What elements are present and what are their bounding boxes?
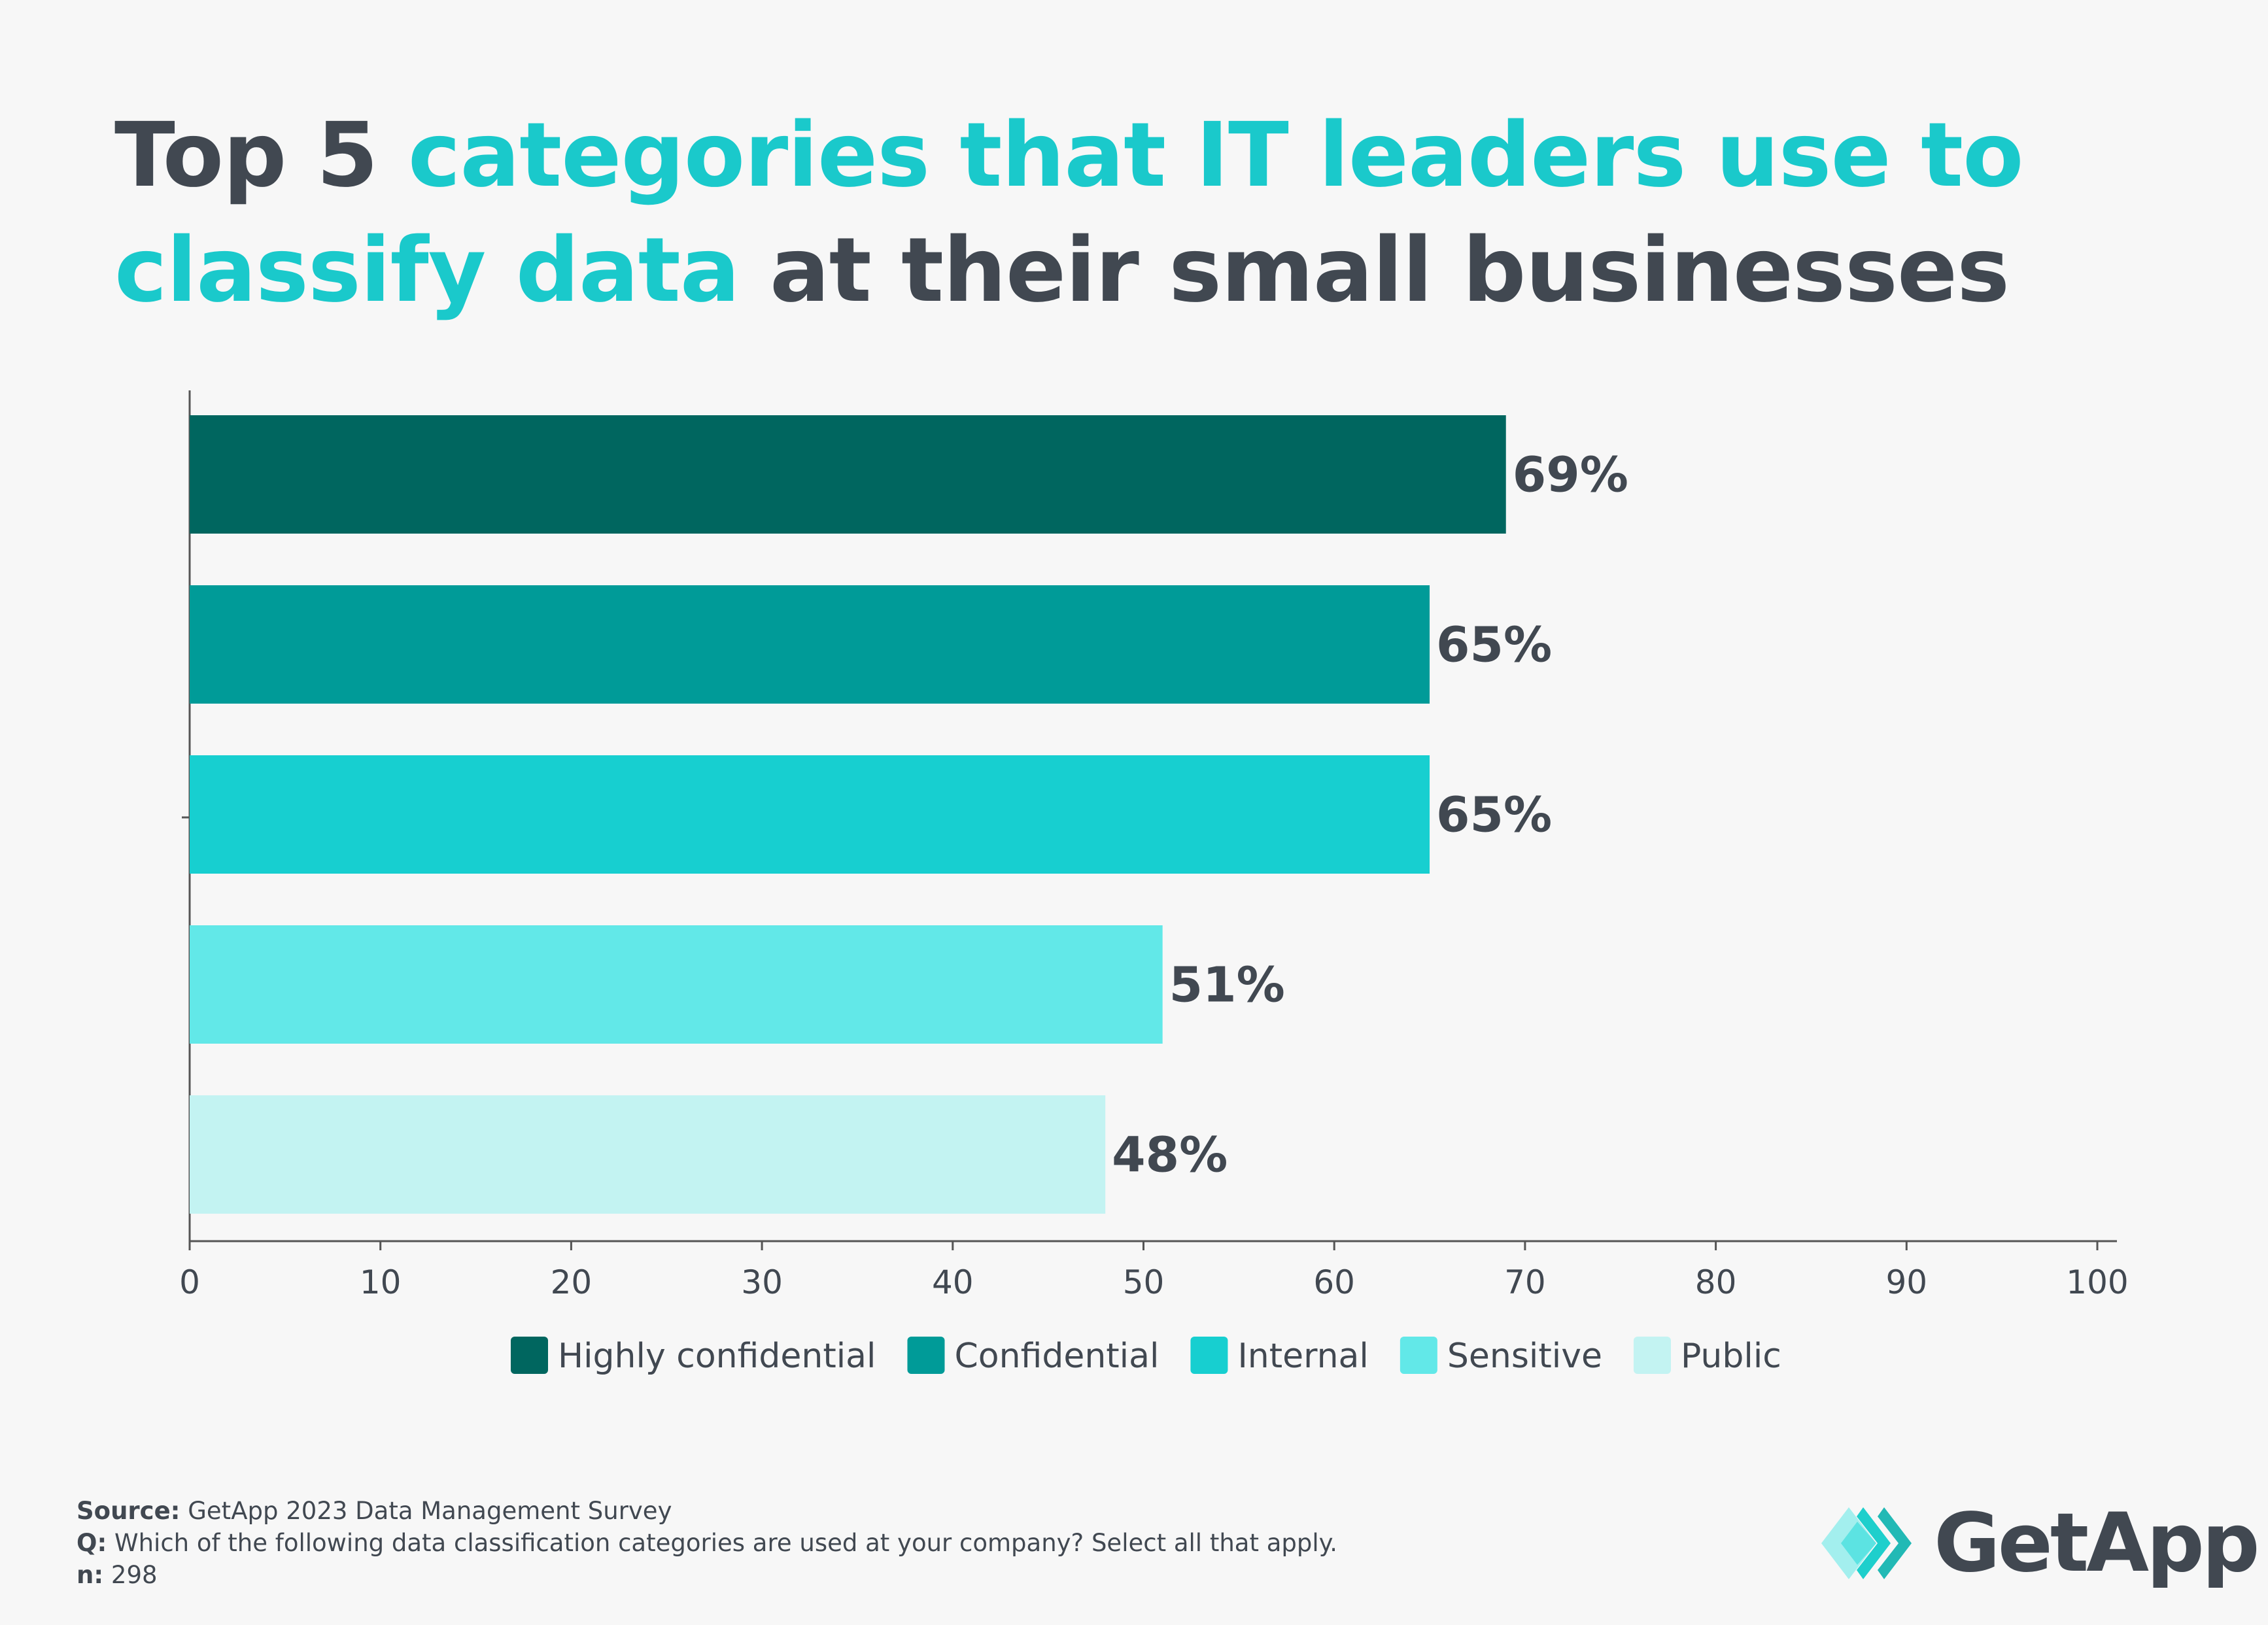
getapp-logo: GetApp	[1821, 1496, 2260, 1590]
title-part: Top 5	[114, 104, 408, 207]
x-tick-label: 20	[551, 1263, 593, 1301]
legend-swatch	[1190, 1337, 1228, 1374]
x-tick-label: 70	[1504, 1263, 1546, 1301]
chart-title: Top 5 categories that IT leaders use to …	[114, 98, 2142, 328]
legend-swatch	[511, 1337, 548, 1374]
x-tick-label: 0	[179, 1263, 200, 1301]
legend-label: Sensitive	[1447, 1337, 1602, 1376]
x-tick-label: 40	[932, 1263, 974, 1301]
title-part: at their small businesses	[739, 219, 2010, 322]
legend-label: Internal	[1237, 1337, 1368, 1376]
x-tick-label: 90	[1885, 1263, 1927, 1301]
source-line: Source: GetApp 2023 Data Management Surv…	[77, 1497, 672, 1525]
x-tick-label: 60	[1313, 1263, 1355, 1301]
logo-text: GetApp	[1934, 1496, 2260, 1590]
bar-internal	[190, 755, 1430, 874]
legend-swatch	[1633, 1337, 1671, 1374]
legend-label: Confidential	[954, 1337, 1159, 1376]
x-tick-label: 50	[1123, 1263, 1165, 1301]
x-tick-label: 80	[1695, 1263, 1737, 1301]
legend-swatch	[1400, 1337, 1437, 1374]
data-label: 48%	[1112, 1127, 1228, 1184]
getapp-chevrons-icon	[1821, 1507, 1912, 1579]
data-label: 69%	[1513, 447, 1628, 504]
bar-sensitive	[190, 925, 1163, 1044]
question-line: Q: Which of the following data classific…	[77, 1529, 1338, 1557]
data-label: 65%	[1436, 787, 1552, 844]
legend-label: Public	[1681, 1337, 1781, 1376]
bar-confidential	[190, 585, 1430, 704]
sample-size-line: n: 298	[77, 1561, 158, 1589]
bar-highly-confidential	[190, 415, 1506, 534]
title-part-highlight: categories that IT leaders use to classi…	[114, 104, 2024, 322]
legend-swatch	[907, 1337, 945, 1374]
footer-notes: Source: GetApp 2023 Data Management Surv…	[77, 1495, 1337, 1591]
x-tick-label: 10	[360, 1263, 402, 1301]
bar-public	[190, 1095, 1106, 1214]
x-tick-label: 100	[2066, 1263, 2128, 1301]
legend-label: Highly confidential	[558, 1337, 876, 1376]
data-label: 65%	[1436, 617, 1552, 674]
data-label: 51%	[1169, 957, 1285, 1014]
x-tick-label: 30	[741, 1263, 783, 1301]
